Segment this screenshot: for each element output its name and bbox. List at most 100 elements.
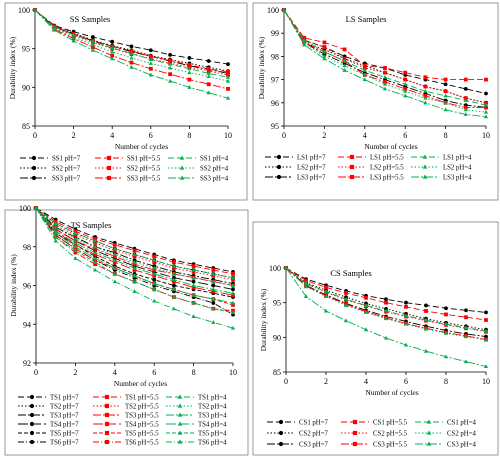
- data-point: [342, 63, 347, 68]
- data-point: [110, 56, 115, 61]
- chart-title: SS Samples: [70, 14, 110, 24]
- data-point: [112, 252, 117, 257]
- data-point: [323, 308, 329, 313]
- legend-swatch-marker: [177, 394, 183, 399]
- data-point: [463, 86, 468, 91]
- data-point: [191, 300, 196, 305]
- series-ls1-ph-5-5: [282, 8, 488, 82]
- x-tick-label: 2: [322, 131, 326, 140]
- data-point: [342, 47, 347, 52]
- legend-entry: TS6 pH=5.5: [93, 440, 159, 447]
- data-point: [53, 230, 58, 235]
- legend-swatch-marker: [29, 439, 35, 445]
- legend-swatch-marker: [278, 430, 284, 436]
- legend-entry: CS1 pH=7: [267, 420, 329, 427]
- data-point: [53, 238, 58, 243]
- data-point: [463, 359, 469, 364]
- legend-label: TS5 pH=4: [198, 431, 227, 438]
- x-tick-label: 6: [404, 377, 408, 386]
- x-tick-label: 4: [110, 131, 114, 140]
- data-point: [152, 287, 157, 291]
- legend-swatch-marker: [352, 430, 358, 436]
- legend-label: TS1 pH=7: [50, 395, 79, 402]
- data-point: [303, 284, 309, 289]
- data-point: [444, 312, 448, 317]
- data-point: [112, 248, 117, 253]
- data-point: [112, 258, 117, 262]
- legend-label: TS4 pH=7: [50, 422, 79, 429]
- x-tick-label: 10: [482, 377, 490, 386]
- chart-frame: [4, 209, 249, 456]
- data-point: [403, 93, 408, 98]
- series-line: [35, 207, 234, 314]
- data-point: [463, 112, 468, 116]
- data-point: [324, 285, 328, 290]
- data-point: [129, 49, 134, 53]
- data-point: [132, 262, 137, 267]
- legend-entry: LS2 pH=7: [265, 165, 326, 172]
- x-tick-label: 0: [33, 131, 37, 140]
- data-point: [132, 265, 137, 270]
- x-tick-label: 8: [444, 377, 448, 386]
- x-tick-label: 0: [282, 131, 286, 140]
- data-point: [152, 254, 157, 259]
- data-point: [152, 260, 157, 265]
- data-point: [168, 61, 173, 66]
- data-point: [403, 321, 409, 326]
- y-tick-label: 95: [273, 299, 281, 308]
- data-point: [302, 42, 307, 47]
- series-line: [283, 9, 487, 113]
- data-point: [343, 296, 349, 301]
- legend-label: LS1 pH=5.5: [370, 155, 404, 162]
- data-point: [443, 100, 448, 105]
- data-point: [342, 68, 347, 72]
- legend-entry: TS3 pH=4: [166, 412, 227, 420]
- data-point: [283, 265, 289, 270]
- data-point: [93, 267, 98, 272]
- legend-entry: CS3 pH=7: [267, 442, 329, 449]
- legend-entry: TS6 pH=7: [18, 440, 79, 447]
- data-point: [382, 75, 388, 79]
- data-point: [191, 292, 196, 297]
- legend-swatch-marker: [278, 441, 284, 447]
- legend-swatch-marker: [31, 175, 37, 181]
- data-point: [403, 86, 408, 91]
- data-point: [187, 66, 192, 71]
- legend-label: LS2 pH=5.5: [370, 165, 404, 172]
- data-point: [132, 268, 137, 272]
- series-line: [285, 267, 487, 341]
- y-tick-label: 95: [22, 45, 30, 54]
- data-point: [423, 317, 429, 322]
- series-line: [285, 267, 487, 333]
- y-axis-label: Durability index (%): [8, 36, 17, 99]
- x-tick-label: 2: [73, 368, 77, 377]
- data-point: [112, 279, 117, 284]
- data-point: [483, 364, 489, 368]
- legend-swatch-marker: [179, 165, 185, 170]
- y-tick-label: 96: [271, 99, 279, 108]
- legend-swatch-marker: [104, 394, 110, 400]
- data-point: [187, 77, 192, 82]
- data-point: [483, 109, 489, 114]
- data-point: [171, 263, 176, 268]
- data-point: [384, 297, 388, 302]
- legend-swatch-marker: [177, 439, 183, 444]
- series-line: [34, 9, 229, 73]
- data-point: [148, 61, 153, 65]
- legend-entry: LS3 pH=7: [265, 175, 326, 182]
- chart-cs: 85 90 95 100 0 2 4 6 8 10 Number of cycles Durabili…: [252, 221, 499, 456]
- data-point: [211, 283, 216, 288]
- data-point: [73, 230, 78, 235]
- legend-entry: TS1 pH=7: [18, 395, 79, 402]
- data-point: [362, 68, 367, 72]
- data-point: [129, 44, 134, 49]
- legend-label: TS5 pH=5.5: [125, 431, 159, 438]
- data-point: [32, 7, 38, 12]
- legend-entry: TS4 pH=4: [166, 421, 227, 429]
- legend-entry: TS5 pH=5.5: [93, 431, 159, 438]
- data-point: [211, 279, 216, 284]
- y-axis-label: Durability index (%): [259, 288, 268, 351]
- legend-swatch-marker: [29, 394, 35, 400]
- y-tick-label: 90: [22, 83, 30, 92]
- data-point: [342, 56, 347, 61]
